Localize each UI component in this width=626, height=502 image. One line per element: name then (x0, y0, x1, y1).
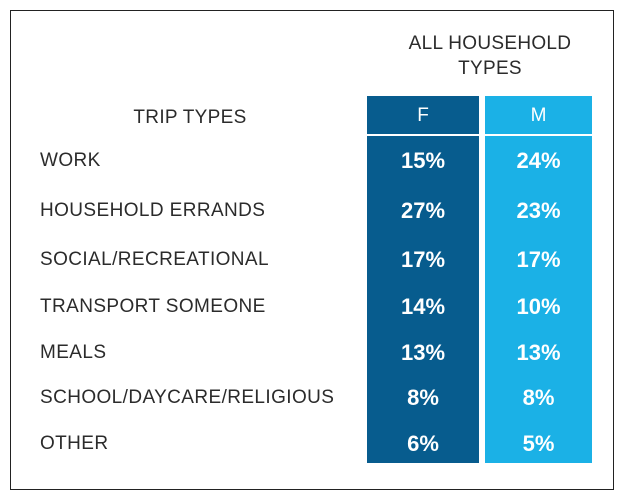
cell-f: 8% (407, 385, 439, 410)
cell-f: 6% (407, 431, 439, 456)
column-f-background (367, 96, 479, 463)
cell-f: 17% (400, 247, 446, 272)
cell-m: 8% (522, 385, 555, 410)
row-label: OTHER (40, 433, 109, 454)
cell-f: 15% (400, 148, 446, 173)
row-label: WORK (40, 150, 101, 171)
cell-m: 17% (516, 247, 561, 272)
column-header-m: M (530, 105, 547, 126)
cell-m: 23% (516, 198, 561, 223)
row-label: SCHOOL/DAYCARE/RELIGIOUS (40, 387, 335, 408)
cell-f: 27% (400, 198, 446, 223)
row-label: MEALS (40, 342, 107, 363)
column-m-background (485, 96, 592, 463)
cell-f: 13% (400, 340, 446, 365)
row-label: TRANSPORT SOMEONE (40, 296, 266, 317)
column-f-header-divider (367, 134, 479, 136)
row-header-label: TRIP TYPES (133, 107, 247, 128)
cell-m: 13% (516, 340, 561, 365)
cell-m: 5% (522, 431, 555, 456)
column-header-f: F (417, 105, 429, 126)
row-label: SOCIAL/RECREATIONAL (40, 249, 269, 270)
row-label: HOUSEHOLD ERRANDS (40, 200, 266, 221)
cell-m: 10% (516, 294, 561, 319)
column-m-header-divider (485, 134, 592, 136)
cell-m: 24% (516, 148, 561, 173)
cell-f: 14% (400, 294, 446, 319)
group-title: ALL HOUSEHOLD TYPES (408, 33, 572, 79)
